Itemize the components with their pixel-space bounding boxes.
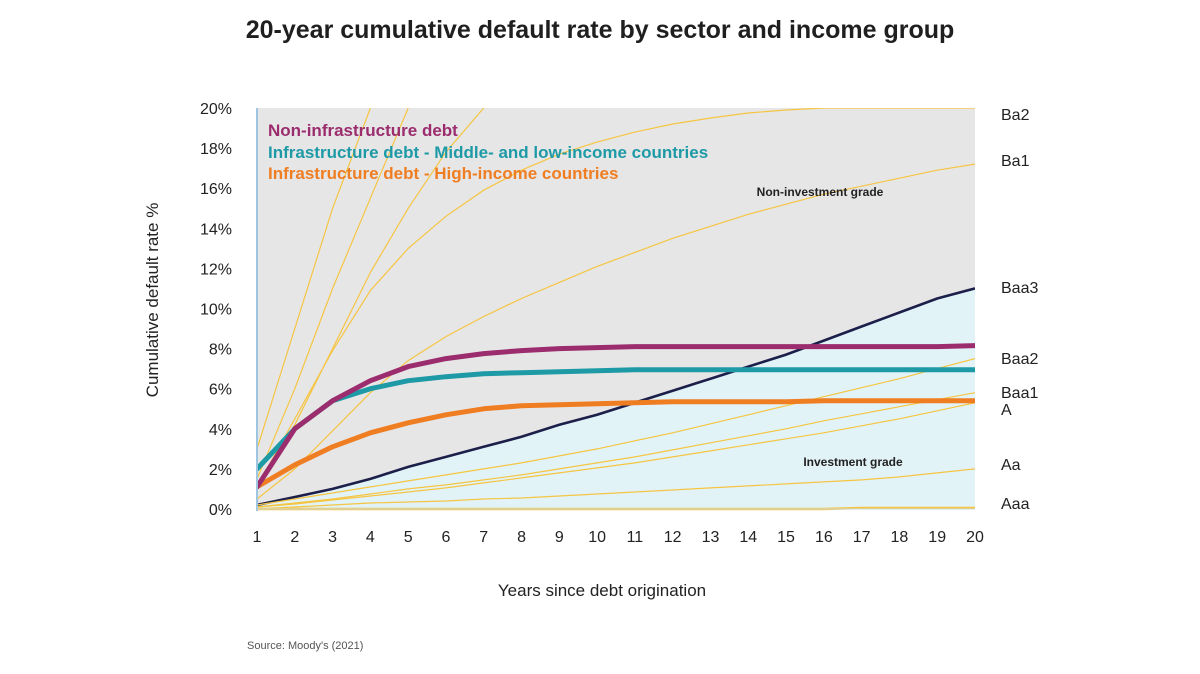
x-tick-label: 17 [853, 529, 871, 546]
y-axis-title: Cumulative default rate % [143, 203, 162, 398]
source-note: Source: Moody's (2021) [247, 640, 364, 652]
rating-label-baa1: Baa1 [1001, 385, 1038, 402]
series-line-0 [257, 398, 975, 490]
x-tick-label: 3 [328, 529, 337, 546]
legend-item-non-infrastructure: Non-infrastructure debt [268, 121, 458, 140]
axes: 0%2%4%6%8%10%12%14%16%18%20%1 2 3 4 5 6 7 8 9 10 1… [200, 101, 984, 546]
region-label-non-investment: Non-investment grade [757, 185, 884, 199]
x-tick-label: 2 [290, 529, 299, 546]
x-tick-label: 19 [928, 529, 946, 546]
rating-label-baa3: Baa3 [1001, 280, 1038, 297]
rating-line-ba2 [257, 108, 975, 488]
y-tick-label: 18% [200, 141, 232, 158]
rating-line-unlabelled-3 [257, 108, 485, 490]
y-tick-label: 4% [209, 422, 232, 439]
y-tick-label: 0% [209, 502, 232, 519]
legend-item-infra-middle-low: Infrastructure debt - Middle- and low-in… [268, 143, 708, 162]
x-tick-label: 1 [253, 529, 262, 546]
x-tick-label: 11 [627, 529, 644, 546]
y-tick-label: 20% [200, 101, 232, 118]
chart-title: 20-year cumulative default rate by secto… [245, 16, 955, 44]
rating-label-baa2: Baa2 [1001, 351, 1038, 368]
labels: Years since debt origination Cumulative … [143, 107, 1038, 600]
x-tick-label: 6 [441, 529, 450, 546]
y-tick-label: 12% [200, 261, 232, 278]
rating-label-ba2: Ba2 [1001, 107, 1030, 124]
rating-line-unlabelled-1 [257, 108, 371, 450]
x-axis-title: Years since debt origination [498, 581, 706, 600]
highlight-lines [257, 343, 975, 490]
y-tick-label: 6% [209, 382, 232, 399]
x-tick-label: 14 [739, 529, 757, 546]
x-tick-label: 8 [517, 529, 526, 546]
y-tick-label: 8% [209, 342, 232, 359]
investment-region [257, 288, 975, 509]
rating-label-ba1: Ba1 [1001, 153, 1030, 170]
y-tick-label: 2% [209, 462, 232, 479]
rating-line-baa2 [257, 358, 975, 506]
series-line-2 [257, 343, 975, 490]
background-regions [257, 108, 975, 509]
x-tick-label: 13 [702, 529, 720, 546]
x-tick-label: 16 [815, 529, 833, 546]
rating-line-a [257, 402, 975, 508]
x-tick-label: 10 [588, 529, 606, 546]
rating-line-aa [257, 468, 975, 510]
x-tick-label: 15 [777, 529, 795, 546]
rating-line-baa3 [257, 287, 975, 507]
y-tick-label: 14% [200, 221, 232, 238]
rating-label-aa: Aa [1001, 457, 1021, 474]
region-label-investment: Investment grade [803, 455, 903, 469]
rating-line-unlabelled-2 [257, 108, 409, 480]
x-tick-label: 9 [555, 529, 564, 546]
y-tick-label: 16% [200, 181, 232, 198]
x-tick-label: 18 [891, 529, 909, 546]
x-tick-label: 5 [404, 529, 413, 546]
series-line-1 [257, 367, 975, 472]
legend-item-infra-high: Infrastructure debt - High-income countr… [268, 164, 618, 183]
rating-label-aaa: Aaa [1001, 496, 1030, 513]
x-tick-label: 20 [966, 529, 984, 546]
y-tick-label: 10% [200, 302, 232, 319]
x-tick-label: 4 [366, 529, 375, 546]
rating-label-a: A [1001, 402, 1012, 419]
x-tick-label: 12 [664, 529, 682, 546]
x-tick-label: 7 [479, 529, 488, 546]
rating-line-baa1 [257, 392, 975, 508]
